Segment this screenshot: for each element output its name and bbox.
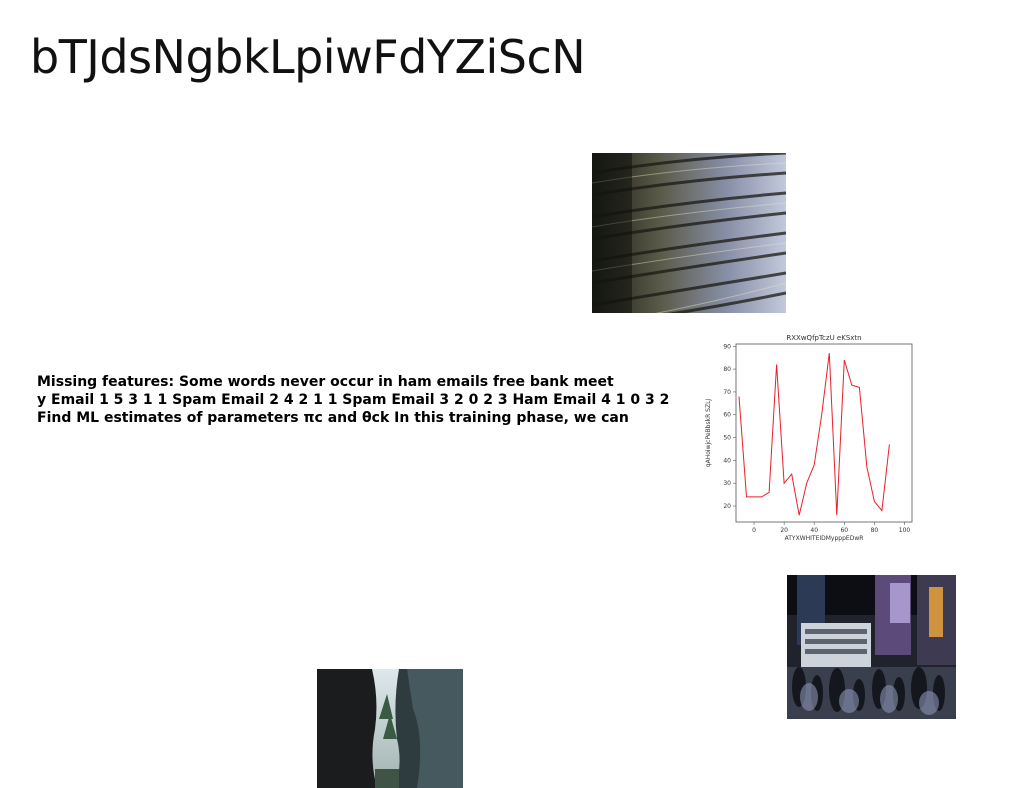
building-photo bbox=[592, 153, 786, 313]
paragraph-line: Missing features: Some words never occur… bbox=[37, 374, 614, 390]
y-tick-label: 70 bbox=[723, 389, 731, 396]
body-paragraph: Missing features: Some words never occur… bbox=[37, 373, 670, 427]
chart-series-line bbox=[738, 353, 890, 516]
line-chart: RXXwQfpTczU eKSxtn ATYXWHITEIDMypppEDwR … bbox=[700, 330, 920, 545]
page-title: bTJdsNgbkLpiwFdYZiScN bbox=[30, 30, 586, 84]
canyon-photo bbox=[317, 669, 463, 788]
chart-plot-area bbox=[735, 343, 913, 523]
y-tick-label: 50 bbox=[723, 435, 731, 442]
paragraph-line: Find ML estimates of parameters πc and θ… bbox=[37, 410, 629, 426]
x-tick-label: 60 bbox=[840, 527, 848, 534]
x-tick-label: 20 bbox=[780, 527, 788, 534]
y-tick-label: 60 bbox=[723, 412, 731, 419]
street-photo bbox=[787, 575, 956, 719]
paragraph-line: y Email 1 5 3 1 1 Spam Email 2 4 2 1 1 S… bbox=[37, 392, 670, 408]
x-tick-label: 80 bbox=[871, 527, 879, 534]
y-tick-label: 90 bbox=[723, 343, 731, 350]
chart-x-label: ATYXWHITEIDMypppEDwR bbox=[785, 535, 864, 542]
y-tick-label: 20 bbox=[723, 503, 731, 510]
y-tick-label: 80 bbox=[723, 366, 731, 373]
chart-title: RXXwQfpTczU eKSxtn bbox=[786, 334, 861, 342]
chart-y-label: qAHoiwjcPeBbskR SZLJ bbox=[705, 399, 712, 468]
x-tick-label: 0 bbox=[752, 527, 756, 534]
x-tick-label: 100 bbox=[899, 527, 911, 534]
x-tick-label: 40 bbox=[810, 527, 818, 534]
y-tick-label: 40 bbox=[723, 457, 731, 464]
y-tick-label: 30 bbox=[723, 480, 731, 487]
